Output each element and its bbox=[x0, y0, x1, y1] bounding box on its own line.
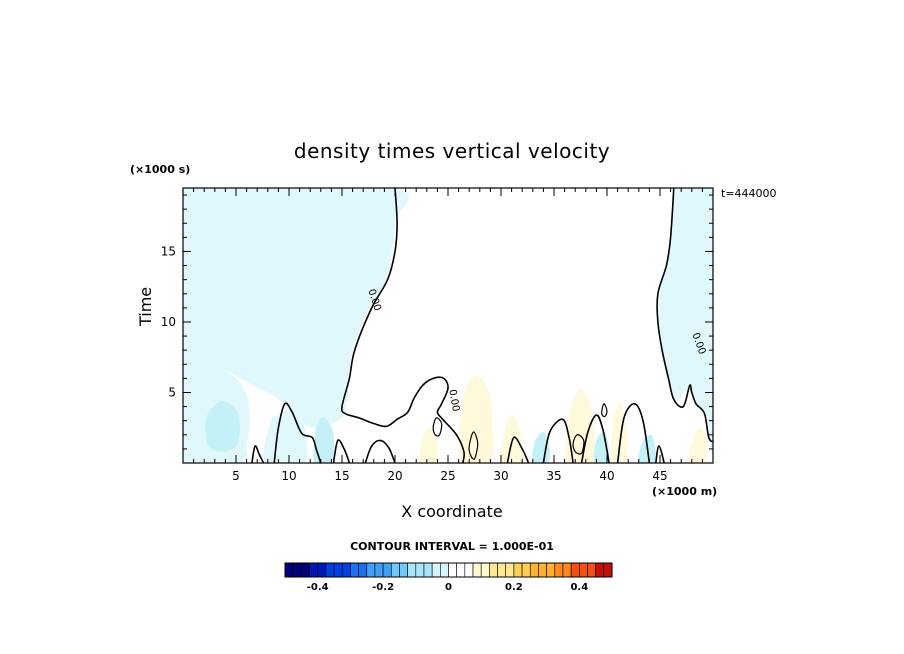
colorbar-cell bbox=[480, 562, 490, 578]
shaded-region-2 bbox=[183, 188, 410, 428]
colorbar-cell bbox=[529, 562, 539, 578]
x-tick-label: 30 bbox=[493, 469, 508, 483]
colorbar-cell bbox=[513, 562, 523, 578]
x-tick-label: 35 bbox=[546, 469, 561, 483]
y-tick-label: 5 bbox=[168, 385, 176, 399]
shaded-region-8 bbox=[688, 427, 707, 463]
colorbar-cell bbox=[301, 562, 310, 578]
colorbar-cell bbox=[341, 562, 351, 578]
colorbar-cell bbox=[390, 562, 400, 578]
shaded-region-6 bbox=[499, 415, 524, 463]
contour-line-loop-a bbox=[468, 431, 479, 460]
colorbar-cell bbox=[292, 562, 302, 578]
contour-line-bump-2 bbox=[273, 402, 322, 463]
shaded-region-5 bbox=[565, 389, 596, 463]
contour-line-bump-1 bbox=[251, 445, 265, 463]
colorbar-cell bbox=[423, 562, 433, 578]
x-tick-label: 40 bbox=[599, 469, 614, 483]
contour-line-bump-7 bbox=[580, 414, 610, 463]
shaded-region-9 bbox=[263, 409, 308, 463]
colorbar-cell bbox=[489, 562, 498, 578]
colorbar-cell bbox=[595, 562, 605, 578]
colorbar-cell bbox=[587, 562, 596, 578]
colorbar-cell bbox=[448, 562, 457, 578]
colorbar-cell bbox=[538, 562, 547, 578]
colorbar-cell bbox=[284, 562, 294, 578]
colorbar-cell bbox=[546, 562, 556, 578]
x-units-label: (×1000 m) bbox=[652, 485, 718, 498]
colorbar-cell bbox=[472, 562, 482, 578]
contour-line-bump-3 bbox=[332, 439, 351, 463]
colorbar-tick-label: -0.4 bbox=[307, 582, 329, 593]
colorbar-cell bbox=[497, 562, 507, 578]
shaded-region-4 bbox=[458, 375, 494, 463]
contour-line-left bbox=[341, 188, 466, 463]
contour-interval-label: CONTOUR INTERVAL = 1.000E-01 bbox=[350, 540, 554, 553]
contour-line-loop-b bbox=[572, 434, 585, 455]
colorbar-cell bbox=[415, 562, 425, 578]
shaded-region-10 bbox=[313, 417, 335, 463]
shaded-region-3 bbox=[659, 188, 713, 455]
y-axis-label: Time bbox=[136, 286, 155, 326]
colorbar-cell bbox=[374, 562, 384, 578]
colorbar-cell bbox=[603, 562, 613, 578]
colorbar-cell bbox=[570, 562, 580, 578]
colorbar-tick-label: 0 bbox=[445, 582, 452, 593]
colorbar-cell bbox=[407, 562, 417, 578]
colorbar-cell bbox=[333, 562, 343, 578]
contour-line-bump-8 bbox=[616, 402, 651, 463]
shaded-region-15 bbox=[419, 426, 438, 463]
colorbar-cell bbox=[309, 562, 318, 578]
contour-line-bump-4 bbox=[364, 439, 396, 463]
colorbar-cell bbox=[382, 562, 392, 578]
contour-line-bump-6 bbox=[542, 418, 574, 463]
x-tick-label: 10 bbox=[281, 469, 296, 483]
colorbar-cell bbox=[521, 562, 531, 578]
colorbar-cell bbox=[464, 562, 474, 578]
x-tick-label: 20 bbox=[387, 469, 402, 483]
x-tick-label: 25 bbox=[440, 469, 455, 483]
x-tick-label: 5 bbox=[232, 469, 240, 483]
y-tick-label: 10 bbox=[161, 315, 176, 329]
x-tick-label: 15 bbox=[334, 469, 349, 483]
colorbar-cell bbox=[562, 562, 572, 578]
contour-line-loop-c bbox=[432, 417, 443, 437]
shaded-region-11 bbox=[532, 431, 551, 463]
colorbar-cell bbox=[350, 562, 359, 578]
colorbar-cell bbox=[431, 562, 441, 578]
colorbar-cell bbox=[399, 562, 408, 578]
colorbar-cell bbox=[456, 562, 466, 578]
contour-line-bump-5 bbox=[506, 436, 530, 463]
contour-line-loop-d bbox=[601, 403, 608, 418]
contour-line-bump-9 bbox=[655, 445, 665, 463]
colorbar-cell bbox=[505, 562, 515, 578]
colorbar-cell bbox=[554, 562, 564, 578]
y-units-label: (×1000 s) bbox=[130, 163, 191, 176]
colorbar-cell bbox=[325, 562, 335, 578]
colorbar-tick-label: -0.2 bbox=[372, 582, 394, 593]
colorbar-cell bbox=[440, 562, 449, 578]
colorbar-tick-label: 0.4 bbox=[570, 582, 588, 593]
colorbar-cell bbox=[358, 562, 368, 578]
time-stamp: t=444000 bbox=[721, 187, 777, 200]
colorbar-cell bbox=[578, 562, 588, 578]
contour-line-right bbox=[656, 188, 713, 443]
x-tick-label: 45 bbox=[652, 469, 667, 483]
colorbar-cell bbox=[317, 562, 327, 578]
contour-label: 0.00 bbox=[446, 389, 461, 413]
colorbar-cell bbox=[366, 562, 376, 578]
y-tick-label: 15 bbox=[161, 244, 176, 258]
shaded-region-14 bbox=[205, 400, 240, 452]
x-axis-label: X coordinate bbox=[401, 502, 503, 521]
chart-title: density times vertical velocity bbox=[293, 139, 611, 163]
colorbar-tick-label: 0.2 bbox=[505, 582, 523, 593]
colorbar-frame bbox=[284, 562, 613, 578]
